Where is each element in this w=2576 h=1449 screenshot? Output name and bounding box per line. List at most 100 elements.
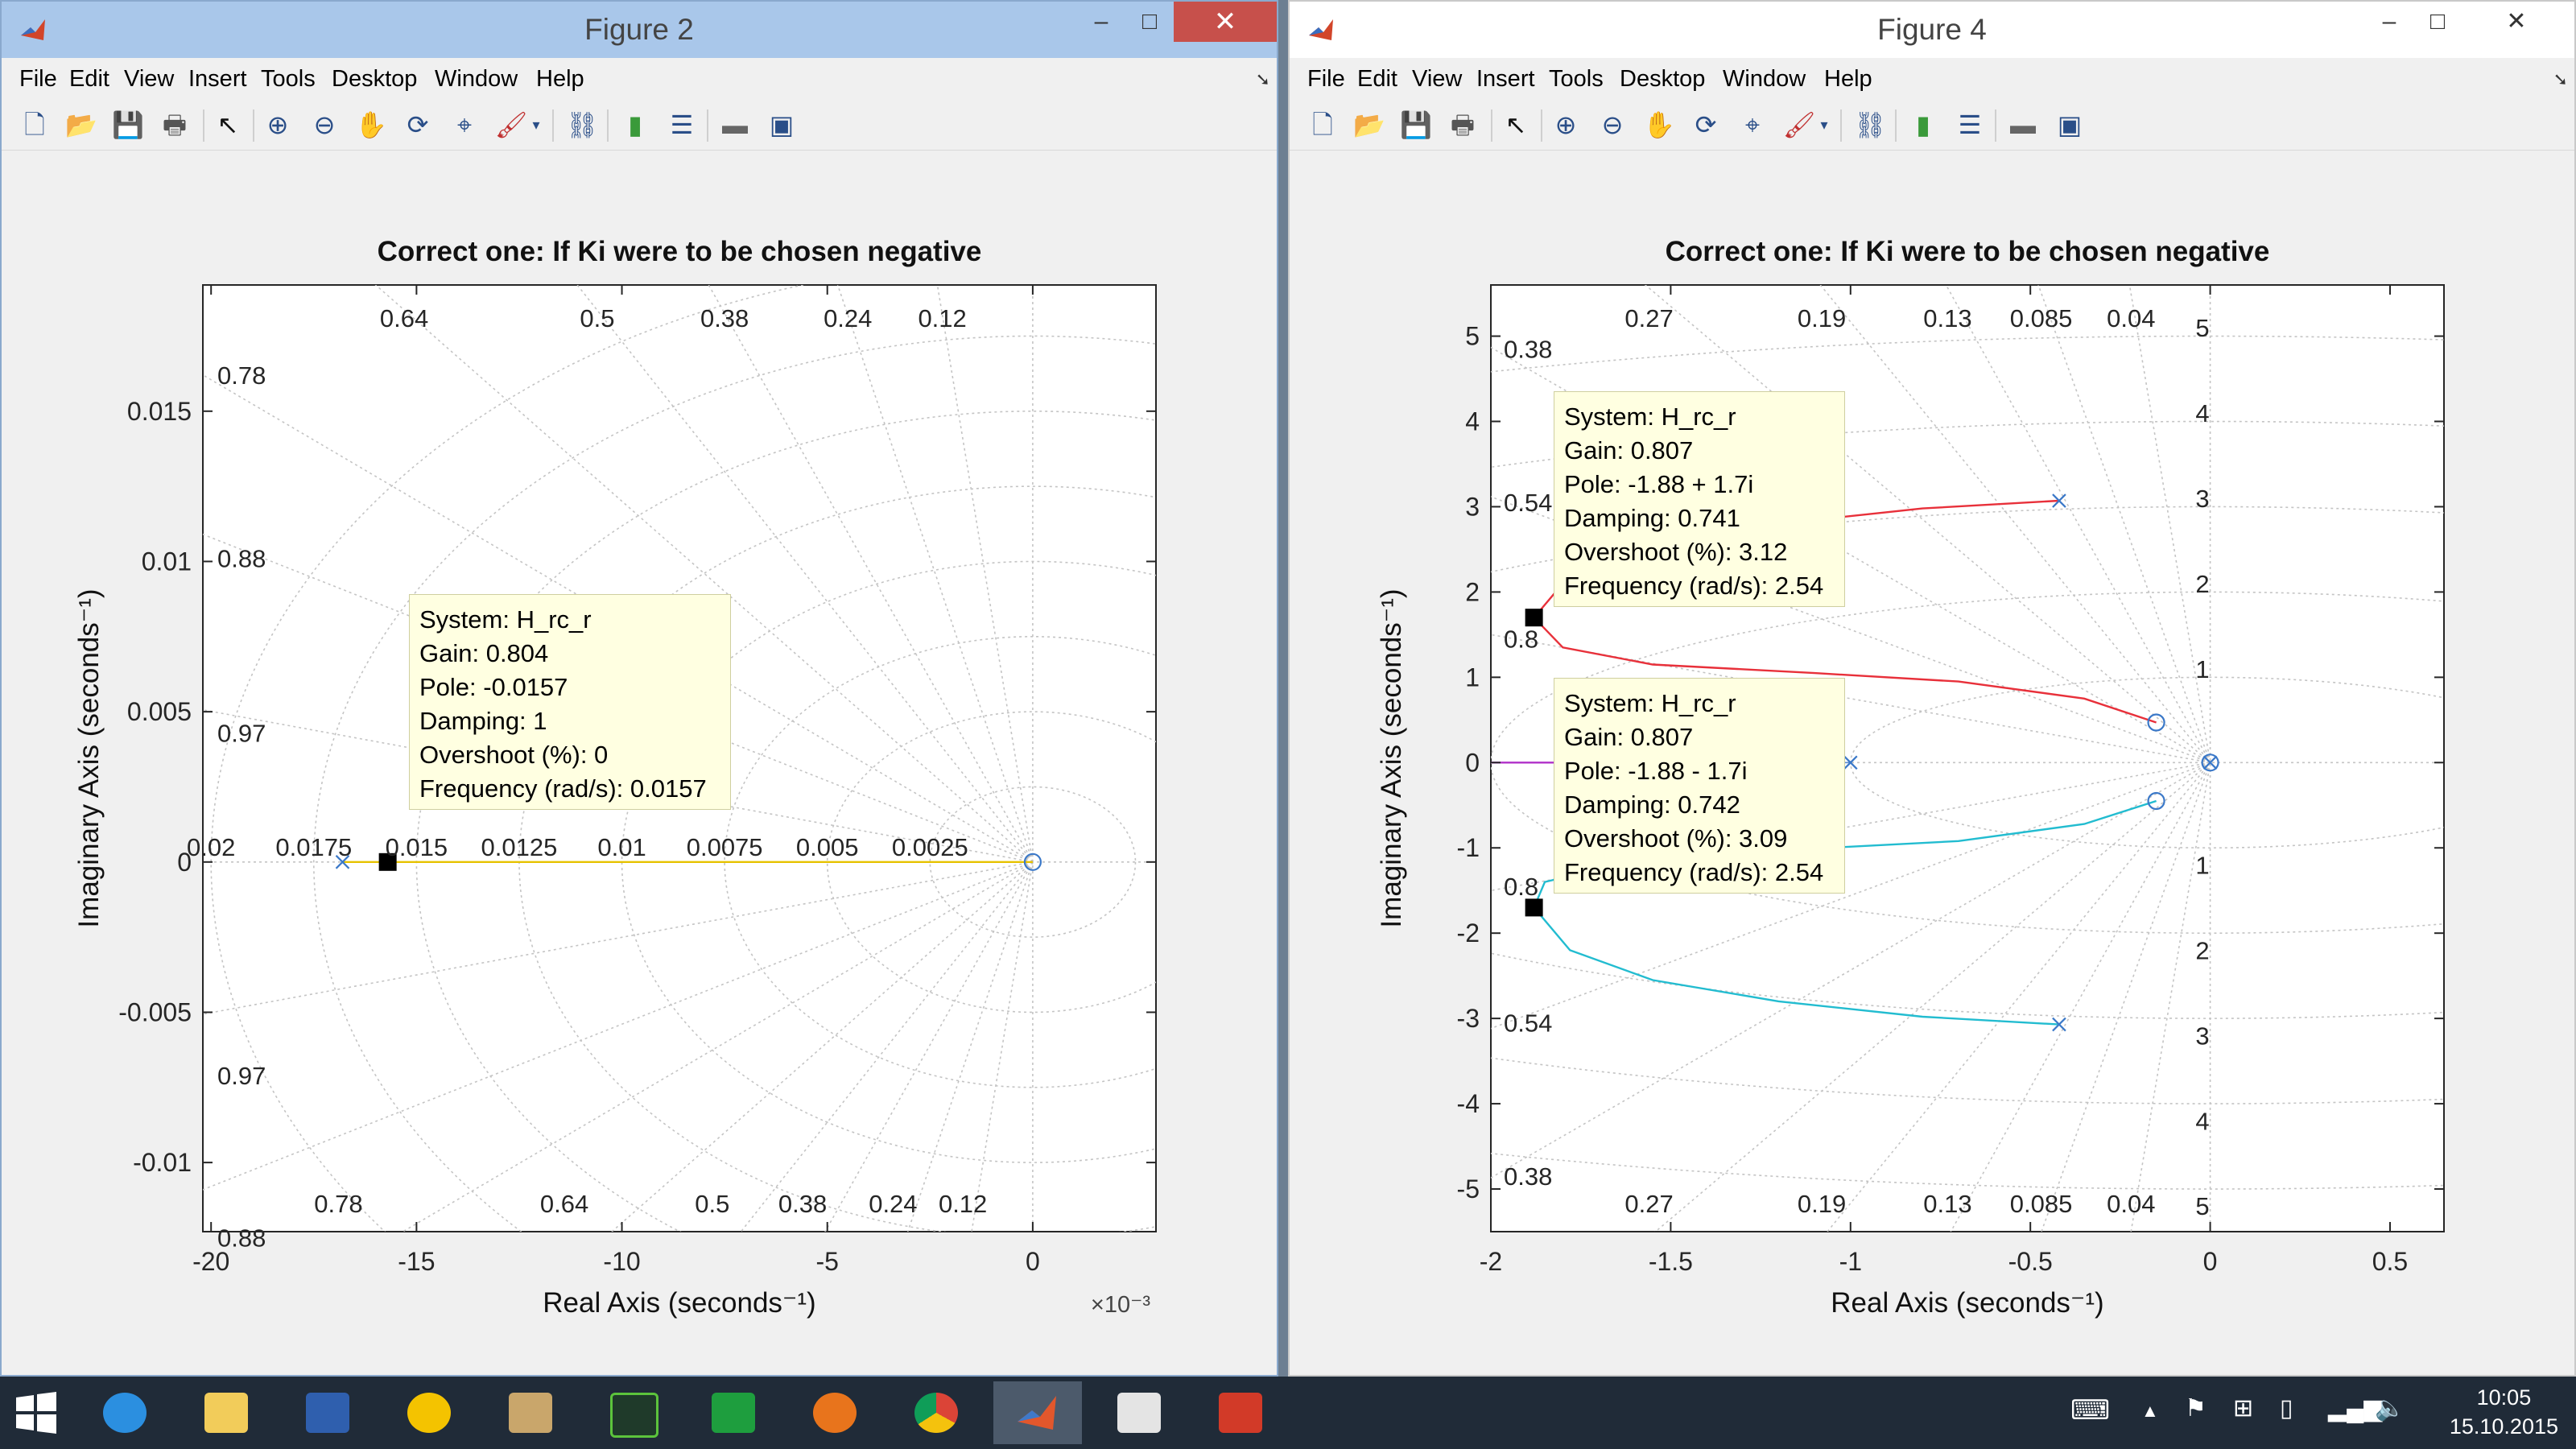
print-icon[interactable]: 🖶 (162, 110, 188, 139)
windows-tray-icon[interactable]: ⊞ (2233, 1395, 2254, 1422)
chrome-icon (914, 1393, 958, 1433)
close-button[interactable]: ✕ (2506, 8, 2527, 35)
menu-insert[interactable]: Insert (188, 66, 247, 92)
maximize-button[interactable]: □ (2429, 8, 2446, 35)
taskbar-texmaker[interactable] (1095, 1381, 1183, 1444)
new-figure-icon[interactable]: 🗋 (1312, 110, 1333, 139)
rotate-3d-icon[interactable]: ⟳ (407, 110, 429, 139)
pan-icon[interactable]: ✋ (355, 110, 387, 139)
taskbar-chrome[interactable] (892, 1381, 980, 1444)
taskbar-acrobat[interactable] (1196, 1381, 1285, 1444)
taskbar-store[interactable] (689, 1381, 778, 1444)
title-bar[interactable]: Figure 4 – □ ✕ (1290, 2, 2574, 58)
insert-colorbar-icon[interactable]: ▮ (628, 110, 642, 139)
insert-legend-icon[interactable]: ☰ (1958, 110, 1982, 139)
insert-colorbar-icon[interactable]: ▮ (1916, 110, 1930, 139)
damping-ray (374, 285, 1034, 863)
show-plot-tools-icon[interactable]: ▣ (769, 110, 795, 139)
damping-ray (2130, 762, 2211, 1232)
taskbar-firefox[interactable] (791, 1381, 879, 1444)
taskbar-helpdesk[interactable] (486, 1381, 575, 1444)
dock-arrow-icon[interactable]: ➘ (1255, 69, 1270, 89)
leaf-icon (610, 1393, 658, 1438)
system-clock[interactable]: 10:05 15.10.2015 (2450, 1383, 2558, 1441)
brush-dropdown-icon[interactable]: ▾ (532, 117, 540, 133)
volume-icon[interactable]: 🔈 (2375, 1395, 2405, 1422)
save-icon[interactable]: 💾 (1400, 110, 1432, 139)
taskbar-internet-explorer[interactable] (80, 1381, 169, 1444)
menu-edit[interactable]: Edit (1357, 66, 1397, 92)
zoom-in-icon[interactable]: ⊕ (1554, 110, 1577, 139)
menu-desktop[interactable]: Desktop (332, 66, 418, 92)
zoom-out-icon[interactable]: ⊖ (313, 110, 336, 139)
y-tick-label: 4 (1465, 407, 1480, 436)
pan-icon[interactable]: ✋ (1643, 110, 1675, 139)
rotate-3d-icon[interactable]: ⟳ (1695, 110, 1717, 139)
zoom-in-icon[interactable]: ⊕ (266, 110, 289, 139)
damping-labels: 0.64 0.5 0.38 0.24 0.12 0.78 0.64 0.5 0.38 0.24 0.… (187, 304, 987, 1252)
open-file-icon[interactable]: 📂 (65, 110, 97, 139)
minimize-button[interactable]: – (1094, 8, 1108, 35)
menu-file[interactable]: File (19, 66, 57, 92)
data-cursor-icon[interactable]: ⌖ (456, 110, 473, 139)
frequency-circle (313, 335, 1156, 1232)
menu-file[interactable]: File (1307, 66, 1345, 92)
taskbar-file-explorer[interactable] (182, 1381, 270, 1444)
taskbar-norton[interactable] (385, 1381, 473, 1444)
menu-help[interactable]: Help (536, 66, 584, 92)
x-tick-labels: -20 -15 -10 -5 0 (192, 285, 1040, 1276)
insert-legend-icon[interactable]: ☰ (670, 110, 694, 139)
menu-tools[interactable]: Tools (261, 66, 316, 92)
brush-icon[interactable]: 🖌 (1782, 110, 1816, 139)
brush-icon[interactable]: 🖌 (494, 110, 528, 139)
menu-desktop[interactable]: Desktop (1620, 66, 1706, 92)
open-file-icon[interactable]: 📂 (1353, 110, 1385, 139)
menu-help[interactable]: Help (1824, 66, 1872, 92)
keyboard-icon[interactable]: ⌨ (2070, 1395, 2111, 1426)
damping-label-left: 0.38 (1504, 1162, 1552, 1191)
menu-view[interactable]: View (124, 66, 175, 92)
print-icon[interactable]: 🖶 (1450, 110, 1476, 139)
start-button[interactable] (0, 1381, 72, 1444)
data-tip-lower[interactable]: System: H_rc_r Gain: 0.807 Pole: -1.88 -… (1554, 678, 1845, 894)
zoom-out-icon[interactable]: ⊖ (1601, 110, 1624, 139)
network-signal-icon[interactable]: ▂▄▆ (2328, 1395, 2383, 1422)
edit-plot-arrow-icon[interactable]: ↖ (217, 110, 239, 139)
damping-label-bottom: 0.085 (2010, 1190, 2073, 1218)
link-plot-icon[interactable]: ⛓ (1853, 110, 1887, 139)
window-title: Figure 4 (1877, 13, 1987, 46)
hide-plot-tools-icon[interactable]: ▬ (722, 110, 748, 139)
dock-arrow-icon[interactable]: ➘ (2553, 69, 2568, 89)
maximize-button[interactable]: □ (1141, 8, 1158, 35)
edit-plot-arrow-icon[interactable]: ↖ (1505, 110, 1527, 139)
y-tick-label: 3 (1465, 492, 1480, 521)
minimize-button[interactable]: – (2382, 8, 2396, 35)
menu-window[interactable]: Window (1723, 66, 1806, 92)
menu-window[interactable]: Window (435, 66, 518, 92)
action-center-flag-icon[interactable]: ⚑ (2185, 1395, 2207, 1422)
root-locus-plot[interactable]: Correct one: If Ki were to be chosen neg… (1290, 151, 2574, 1375)
taskbar-app-green[interactable] (588, 1381, 676, 1444)
data-tip-upper[interactable]: System: H_rc_r Gain: 0.807 Pole: -1.88 +… (1554, 391, 1845, 607)
damping-label-top: 0.27 (1624, 304, 1673, 332)
link-plot-icon[interactable]: ⛓ (565, 110, 599, 139)
y-tick-label: 0.01 (142, 547, 192, 576)
close-button[interactable]: ✕ (1174, 2, 1277, 42)
data-cursor-icon[interactable]: ⌖ (1744, 110, 1761, 139)
title-bar[interactable]: Figure 2 – □ ✕ (2, 2, 1277, 58)
menu-tools[interactable]: Tools (1549, 66, 1604, 92)
brush-dropdown-icon[interactable]: ▾ (1820, 117, 1828, 133)
hide-plot-tools-icon[interactable]: ▬ (2010, 110, 2036, 139)
battery-icon[interactable]: ▯ (2280, 1395, 2293, 1422)
new-figure-icon[interactable]: 🗋 (24, 110, 45, 139)
data-tip[interactable]: System: H_rc_r Gain: 0.804 Pole: -0.0157… (409, 594, 731, 810)
menu-edit[interactable]: Edit (69, 66, 109, 92)
taskbar-help[interactable] (283, 1381, 372, 1444)
frequency-label-right: 5 (2195, 1192, 2209, 1220)
menu-insert[interactable]: Insert (1476, 66, 1535, 92)
save-icon[interactable]: 💾 (112, 110, 144, 139)
taskbar-matlab[interactable] (993, 1381, 1082, 1444)
show-plot-tools-icon[interactable]: ▣ (2057, 110, 2083, 139)
menu-view[interactable]: View (1412, 66, 1463, 92)
show-hidden-icons-icon[interactable]: ▲ (2141, 1401, 2159, 1421)
